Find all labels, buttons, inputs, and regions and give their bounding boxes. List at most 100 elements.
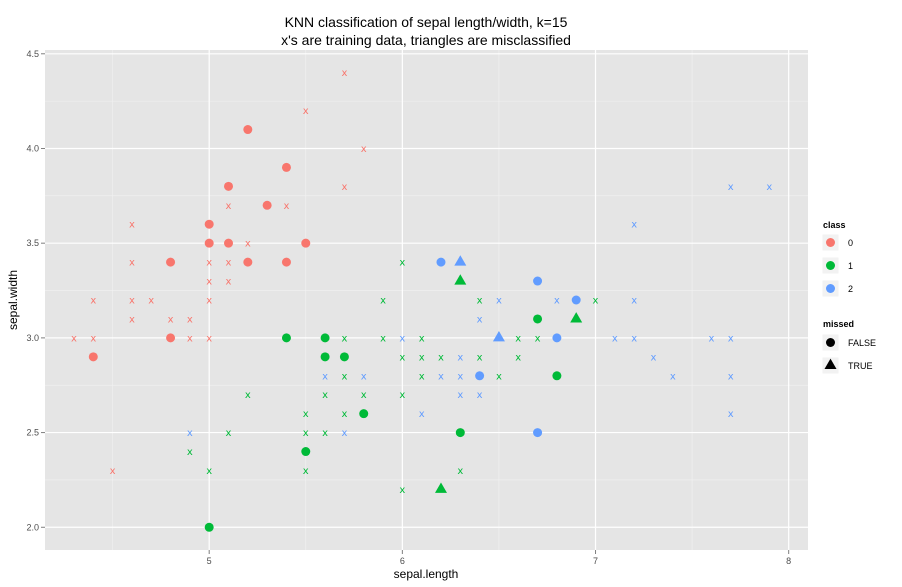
training-point-x: x xyxy=(399,258,405,269)
training-point-x: x xyxy=(245,390,251,401)
training-point-x: x xyxy=(187,447,193,458)
misclassified-test-point xyxy=(434,482,447,493)
test-point-circle xyxy=(224,181,234,191)
training-point-x: x xyxy=(341,333,347,344)
test-point-circle xyxy=(281,162,291,172)
x-tick-label: 8 xyxy=(786,556,791,566)
training-point-x: x xyxy=(708,333,714,344)
training-point-x: x xyxy=(303,409,309,420)
class-legend-swatch xyxy=(826,261,835,270)
test-point-circle xyxy=(243,125,253,135)
training-point-x: x xyxy=(361,390,367,401)
training-point-x: x xyxy=(438,371,444,382)
class-legend-swatch xyxy=(826,284,835,293)
training-point-x: x xyxy=(728,333,734,344)
test-point-circle xyxy=(243,257,253,267)
class-legend-label: 2 xyxy=(848,284,853,294)
y-tick-label: 3.5 xyxy=(26,238,39,248)
class-legend-swatch xyxy=(826,238,835,247)
training-point-x: x xyxy=(283,201,289,212)
y-tick-label: 2.5 xyxy=(26,428,39,438)
class-legend: class 0 1 2 xyxy=(821,220,853,298)
training-point-x: x xyxy=(728,371,734,382)
training-point-x: x xyxy=(380,333,386,344)
training-point-x: x xyxy=(341,371,347,382)
training-point-x: x xyxy=(419,409,425,420)
training-point-x: x xyxy=(535,333,541,344)
misclassified-test-point xyxy=(492,331,505,342)
training-point-x: x xyxy=(631,333,637,344)
training-point-x: x xyxy=(419,333,425,344)
training-point-x: x xyxy=(631,296,637,307)
training-points: x x x x x x x x x x x x x x x x x x x x x x x x x x x x x x x x x x x x x x x x… xyxy=(71,68,772,496)
training-point-x: x xyxy=(651,352,657,363)
test-point-circle xyxy=(224,238,234,248)
training-point-x: x xyxy=(90,296,96,307)
training-point-x: x xyxy=(322,390,328,401)
x-tick-label: 7 xyxy=(593,556,598,566)
training-point-x: x xyxy=(303,106,309,117)
training-point-x: x xyxy=(187,314,193,325)
training-point-x: x xyxy=(303,428,309,439)
training-point-x: x xyxy=(477,296,483,307)
test-point-circle xyxy=(301,238,311,248)
training-point-x: x xyxy=(129,314,135,325)
test-point-circle xyxy=(301,447,311,457)
training-point-x: x xyxy=(419,371,425,382)
missed-legend-label: TRUE xyxy=(848,361,873,371)
training-point-x: x xyxy=(206,277,212,288)
plot-panel xyxy=(45,50,808,550)
test-points xyxy=(88,125,583,532)
training-point-x: x xyxy=(245,239,251,250)
training-point-x: x xyxy=(322,371,328,382)
test-point-circle xyxy=(533,428,543,438)
training-point-x: x xyxy=(457,390,463,401)
x-tick-label: 5 xyxy=(207,556,212,566)
training-point-x: x xyxy=(90,333,96,344)
training-point-x: x xyxy=(129,220,135,231)
misclassified-test-point xyxy=(454,274,467,285)
test-point-circle xyxy=(320,333,330,343)
training-point-x: x xyxy=(206,333,212,344)
missed-legend-title: missed xyxy=(823,319,854,329)
training-point-x: x xyxy=(148,296,154,307)
training-point-x: x xyxy=(457,352,463,363)
training-point-x: x xyxy=(419,352,425,363)
y-tick-label: 3.0 xyxy=(26,333,39,343)
test-point-circle xyxy=(475,371,485,381)
training-point-x: x xyxy=(631,220,637,231)
x-axis-title: sepal.length xyxy=(394,567,459,581)
test-point-circle xyxy=(320,352,330,362)
test-point-circle xyxy=(281,257,291,267)
missed-legend-triangle xyxy=(824,358,837,370)
training-point-x: x xyxy=(670,371,676,382)
training-point-x: x xyxy=(206,466,212,477)
training-point-x: x xyxy=(206,296,212,307)
test-point-circle xyxy=(262,200,272,210)
y-tick-label: 4.0 xyxy=(26,143,39,153)
test-point-circle xyxy=(204,522,214,532)
training-point-x: x xyxy=(496,371,502,382)
training-point-x: x xyxy=(457,466,463,477)
test-point-circle xyxy=(533,314,543,324)
test-point-circle xyxy=(88,352,98,362)
training-point-x: x xyxy=(226,428,232,439)
misclassified-test-point xyxy=(454,255,467,266)
training-point-x: x xyxy=(554,296,560,307)
test-point-circle xyxy=(281,333,291,343)
training-point-x: x xyxy=(477,352,483,363)
missed-legend: missed FALSE TRUE xyxy=(821,319,876,375)
training-point-x: x xyxy=(477,390,483,401)
training-point-x: x xyxy=(187,428,193,439)
test-point-circle xyxy=(204,219,214,229)
x-tick-label: 6 xyxy=(400,556,405,566)
y-tick-label: 4.5 xyxy=(26,49,39,59)
test-point-circle xyxy=(436,257,446,267)
test-point-circle xyxy=(339,352,349,362)
training-point-x: x xyxy=(612,333,618,344)
class-legend-label: 1 xyxy=(848,261,853,271)
training-point-x: x xyxy=(206,258,212,269)
y-tick-label: 2.0 xyxy=(26,522,39,532)
training-point-x: x xyxy=(593,296,599,307)
